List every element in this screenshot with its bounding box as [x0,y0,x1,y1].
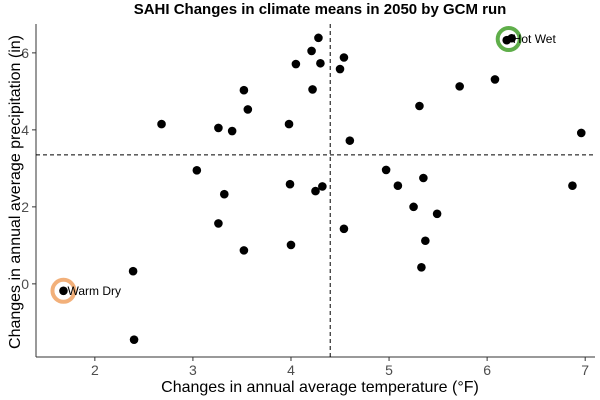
data-point [239,85,249,95]
data-point [345,136,355,145]
data-point [214,219,223,228]
annotation-label: Hot Wet [513,32,557,46]
data-point [421,236,430,246]
data-point [219,189,229,199]
data-point [311,186,320,196]
data-point [507,33,516,43]
data-point [419,173,428,183]
data-point [243,105,253,114]
highlight-ring [495,26,522,53]
data-point [214,123,223,133]
data-point [409,202,418,212]
data-point [128,266,138,276]
data-point [316,58,325,68]
highlight-ring [50,277,77,304]
data-point [291,59,301,69]
chart-title: SAHI Changes in climate means in 2050 by… [134,1,507,18]
data-point [129,335,139,344]
y-tick-label: 2 [21,199,29,215]
data-point [576,128,586,138]
x-tick-label: 6 [483,362,491,378]
data-point [339,53,349,62]
data-point [335,64,345,74]
data-point [307,46,316,56]
data-point [432,209,442,219]
y-tick-label: 6 [21,45,29,61]
data-point [455,82,464,91]
data-point [415,101,424,111]
data-point [308,85,317,94]
y-tick-label: 0 [21,276,29,292]
data-point [192,165,202,175]
y-axis-title: Changes in annual average precipitation … [7,35,24,349]
x-axis-title: Changes in annual average temperature (°… [161,379,479,396]
data-point [417,263,426,272]
x-tick-label: 3 [189,362,197,378]
x-tick-label: 5 [385,362,393,378]
data-point [381,165,391,175]
y-tick-label: 4 [21,122,29,138]
data-point [227,126,237,136]
data-point [568,181,577,190]
data-point [239,246,249,255]
data-point [393,181,403,190]
data-point [284,119,294,129]
plot-area: 2 3 4 5 6 7 0 2 4 6 Warm Dry Hot Wet [21,24,595,378]
data-point [318,182,327,191]
data-point [490,75,500,84]
annotation-label: Warm Dry [67,284,121,298]
data-point [285,179,295,189]
x-tick-label: 7 [581,362,589,378]
data-point [157,119,166,129]
x-tick-label: 4 [287,362,295,378]
data-point [59,286,68,296]
data-point [286,240,296,250]
data-point [314,33,323,43]
x-tick-label: 2 [91,362,99,378]
data-point [339,224,349,234]
